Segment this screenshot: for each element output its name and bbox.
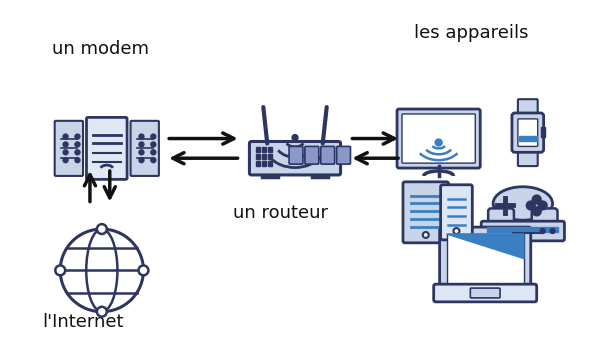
- Circle shape: [63, 134, 68, 139]
- Bar: [257, 147, 260, 152]
- Circle shape: [75, 158, 80, 163]
- FancyBboxPatch shape: [532, 209, 558, 236]
- Text: un routeur: un routeur: [232, 204, 327, 223]
- Circle shape: [550, 228, 555, 234]
- Bar: [268, 161, 272, 166]
- Bar: [268, 154, 272, 159]
- FancyBboxPatch shape: [488, 209, 514, 236]
- Circle shape: [454, 228, 460, 234]
- FancyBboxPatch shape: [305, 146, 319, 164]
- Circle shape: [532, 207, 541, 216]
- Circle shape: [423, 232, 429, 238]
- Circle shape: [75, 134, 80, 139]
- Circle shape: [139, 134, 144, 139]
- Circle shape: [97, 224, 107, 234]
- FancyBboxPatch shape: [481, 221, 565, 241]
- Circle shape: [55, 265, 65, 275]
- Circle shape: [139, 150, 144, 155]
- FancyBboxPatch shape: [518, 119, 537, 146]
- Bar: [257, 154, 260, 159]
- FancyBboxPatch shape: [289, 146, 303, 164]
- FancyBboxPatch shape: [434, 284, 537, 302]
- Circle shape: [63, 150, 68, 155]
- Circle shape: [292, 134, 298, 141]
- Circle shape: [151, 150, 156, 155]
- Circle shape: [151, 134, 156, 139]
- FancyBboxPatch shape: [250, 142, 340, 175]
- Circle shape: [532, 195, 541, 204]
- FancyBboxPatch shape: [337, 146, 350, 164]
- Polygon shape: [447, 234, 524, 259]
- Circle shape: [139, 158, 144, 163]
- Bar: [487, 227, 559, 232]
- Circle shape: [538, 201, 547, 210]
- Circle shape: [97, 307, 107, 317]
- Circle shape: [139, 265, 149, 275]
- FancyBboxPatch shape: [441, 185, 473, 240]
- Bar: [263, 161, 266, 166]
- Text: l'Internet: l'Internet: [42, 313, 124, 331]
- FancyBboxPatch shape: [55, 121, 83, 176]
- FancyBboxPatch shape: [518, 150, 537, 166]
- Circle shape: [435, 139, 442, 146]
- Circle shape: [75, 142, 80, 147]
- Bar: [540, 127, 545, 137]
- Circle shape: [63, 158, 68, 163]
- FancyBboxPatch shape: [512, 113, 543, 152]
- Ellipse shape: [493, 187, 553, 220]
- FancyBboxPatch shape: [402, 114, 476, 163]
- FancyBboxPatch shape: [321, 146, 335, 164]
- Bar: [447, 234, 524, 283]
- Bar: [268, 147, 272, 152]
- Circle shape: [151, 142, 156, 147]
- Circle shape: [151, 158, 156, 163]
- Circle shape: [526, 201, 535, 210]
- FancyBboxPatch shape: [518, 99, 537, 115]
- Circle shape: [75, 150, 80, 155]
- Text: les appareils: les appareils: [414, 24, 529, 43]
- FancyBboxPatch shape: [470, 288, 500, 298]
- Circle shape: [139, 142, 144, 147]
- Bar: [263, 147, 266, 152]
- FancyBboxPatch shape: [440, 227, 531, 290]
- FancyBboxPatch shape: [87, 117, 127, 179]
- FancyBboxPatch shape: [403, 182, 448, 243]
- Circle shape: [540, 228, 545, 234]
- Bar: [519, 135, 537, 142]
- FancyBboxPatch shape: [397, 109, 480, 168]
- Circle shape: [63, 142, 68, 147]
- FancyBboxPatch shape: [130, 121, 159, 176]
- Bar: [263, 154, 266, 159]
- Bar: [257, 161, 260, 166]
- Text: un modem: un modem: [53, 40, 149, 58]
